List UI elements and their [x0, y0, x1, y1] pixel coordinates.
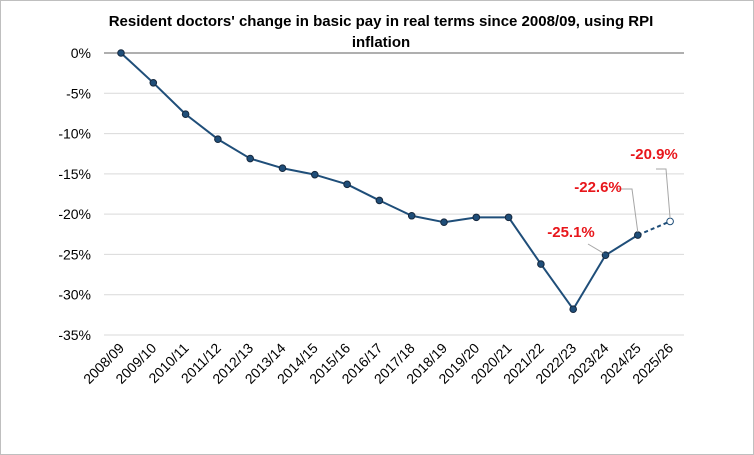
data-point	[666, 217, 674, 226]
y-tick-label: -25%	[58, 246, 91, 262]
chart-title: Resident doctors' change in basic pay in…	[108, 13, 654, 51]
y-axis-ticks: 0% -5% -10% -15% -20% -25% -30% -35%	[58, 45, 91, 343]
data-point	[537, 260, 545, 268]
y-tick-label: -15%	[58, 166, 91, 182]
data-point	[181, 110, 190, 119]
data-point	[569, 305, 578, 314]
data-point	[311, 170, 319, 179]
data-point	[472, 213, 481, 222]
annotation-label: -25.1%	[547, 224, 595, 241]
series-points	[117, 49, 674, 314]
y-tick-label: -20%	[58, 206, 91, 222]
data-point	[634, 231, 642, 239]
data-point	[375, 196, 384, 205]
series-line-projected	[637, 220, 671, 237]
y-tick-label: -10%	[58, 126, 91, 142]
annotation-leader	[587, 243, 604, 254]
data-point	[440, 218, 448, 226]
data-point	[246, 154, 254, 163]
y-tick-label: -30%	[58, 287, 91, 303]
y-tick-label: -5%	[66, 85, 91, 101]
y-tick-label: -35%	[58, 327, 91, 343]
data-point	[214, 135, 222, 144]
gridlines	[104, 52, 684, 336]
data-point	[278, 164, 287, 173]
data-point	[504, 213, 513, 222]
annotation-leader	[656, 168, 671, 219]
data-point	[117, 49, 125, 57]
annotation-label: -20.9%	[630, 146, 678, 163]
x-axis-ticks: 2008/092009/102010/112011/122012/132013/…	[80, 340, 676, 387]
data-point	[343, 180, 351, 189]
annotations: -25.1% -22.6% -20.9%	[547, 146, 678, 254]
data-point	[407, 211, 416, 220]
annotation-leader	[618, 188, 639, 233]
data-point	[601, 251, 610, 260]
series-line-actual	[120, 52, 639, 311]
annotation-label: -22.6%	[574, 179, 622, 196]
data-point	[149, 79, 158, 87]
y-tick-label: 0%	[71, 45, 91, 61]
